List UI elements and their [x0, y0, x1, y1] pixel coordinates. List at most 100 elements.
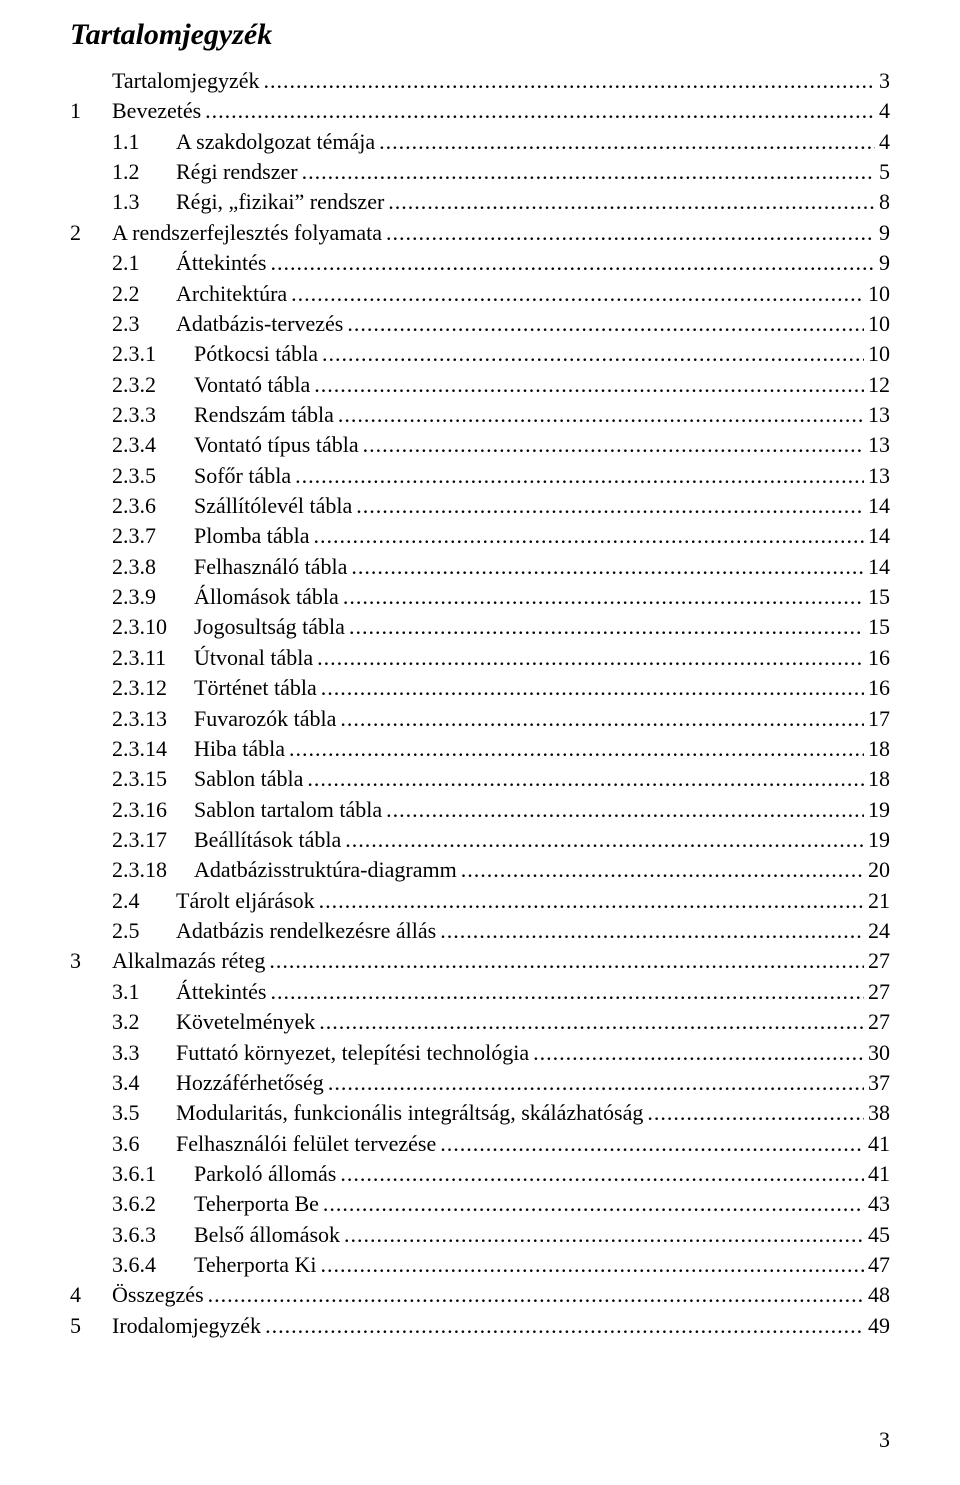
toc-leader-dots: [265, 1311, 864, 1341]
toc-entry: 5Irodalomjegyzék49: [70, 1311, 890, 1341]
toc-entry: 3.4Hozzáférhetőség37: [70, 1068, 890, 1098]
toc-entry: 2A rendszerfejlesztés folyamata9: [70, 218, 890, 248]
toc-entry-page: 12: [868, 370, 890, 400]
toc-entry-label: 2.3.14Hiba tábla: [112, 734, 285, 764]
toc-entry-label: 1.2Régi rendszer: [112, 157, 298, 187]
toc-entry-page: 4: [879, 127, 890, 157]
toc-entry-text: Alkalmazás réteg: [112, 948, 265, 973]
toc-entry-page: 21: [868, 886, 890, 916]
toc-leader-dots: [302, 157, 875, 187]
toc-entry: 2.3.15Sablon tábla18: [70, 764, 890, 794]
toc-entry-number: 2.2: [112, 279, 176, 309]
toc-entry-number: 3.6.3: [112, 1220, 194, 1250]
toc-leader-dots: [307, 764, 864, 794]
toc-entry-text: Plomba tábla: [194, 523, 309, 548]
toc-entry-number: 2.3.18: [112, 855, 194, 885]
toc-entry-label: 2.3.9Állomások tábla: [112, 582, 339, 612]
toc-entry-page: 48: [868, 1280, 890, 1310]
toc-leader-dots: [328, 1068, 864, 1098]
toc-entry-number: 3.6.2: [112, 1189, 194, 1219]
toc-entry-page: 19: [868, 795, 890, 825]
toc-entry-number: 2.3.8: [112, 552, 194, 582]
toc-leader-dots: [323, 1189, 864, 1219]
toc-entry-number: 2.3.13: [112, 704, 194, 734]
toc-entry-page: 13: [868, 400, 890, 430]
toc-entry-label: 2.3.4Vontató típus tábla: [112, 430, 359, 460]
toc-entry-text: Régi rendszer: [176, 159, 298, 184]
toc-entry-page: 20: [868, 855, 890, 885]
toc-entry-page: 19: [868, 825, 890, 855]
toc-entry-label: 2.3.15Sablon tábla: [112, 764, 303, 794]
toc-entry-number: 5: [70, 1311, 112, 1341]
toc-entry-label: 3.6.1Parkoló állomás: [112, 1159, 336, 1189]
toc-entry-text: A szakdolgozat témája: [176, 129, 375, 154]
toc-entry: 3.3Futtató környezet, telepítési technol…: [70, 1038, 890, 1068]
toc-entry-number: 2.1: [112, 248, 176, 278]
toc-entry: 3.6.4Teherporta Ki47: [70, 1250, 890, 1280]
toc-leader-dots: [363, 430, 864, 460]
toc-leader-dots: [319, 1007, 864, 1037]
toc-entry-page: 9: [879, 218, 890, 248]
toc-leader-dots: [291, 279, 864, 309]
toc-entry-page: 3: [879, 66, 890, 96]
toc-leader-dots: [289, 734, 864, 764]
toc-entry-number: 2.3.12: [112, 673, 194, 703]
toc-entry-page: 16: [868, 673, 890, 703]
toc-leader-dots: [440, 916, 864, 946]
toc-entry: 2.3.7Plomba tábla14: [70, 521, 890, 551]
toc-entry-page: 27: [868, 977, 890, 1007]
toc-entry-label: 2.3.5Sofőr tábla: [112, 461, 291, 491]
toc-leader-dots: [208, 1280, 864, 1310]
toc-entry-label: 3.3Futtató környezet, telepítési technol…: [112, 1038, 529, 1068]
toc-entry: 2.3.6Szállítólevél tábla14: [70, 491, 890, 521]
toc-leader-dots: [338, 400, 864, 430]
toc-entry-text: Pótkocsi tábla: [194, 341, 318, 366]
toc-entry-label: 2.1Áttekintés: [112, 248, 266, 278]
toc-entry-label: 4Összegzés: [70, 1280, 204, 1310]
toc-entry-label: 3.6.4Teherporta Ki: [112, 1250, 316, 1280]
toc-entry-number: 2.3.5: [112, 461, 194, 491]
toc-entry-page: 17: [868, 704, 890, 734]
toc-entry-label: 3.6Felhasználói felület tervezése: [112, 1129, 436, 1159]
toc-entry-text: Fuvarozók tábla: [194, 706, 336, 731]
toc-entry-text: Tartalomjegyzék: [112, 68, 260, 93]
toc-entry-label: 2.3.2Vontató tábla: [112, 370, 310, 400]
toc-entry-text: Állomások tábla: [194, 584, 339, 609]
toc-leader-dots: [356, 491, 864, 521]
toc-entry-page: 27: [868, 946, 890, 976]
toc-entry: 2.5Adatbázis rendelkezésre állás 24: [70, 916, 890, 946]
toc-entry-label: 2.3.6Szállítólevél tábla: [112, 491, 352, 521]
toc-entry-label: 2.3.3Rendszám tábla: [112, 400, 334, 430]
toc-entry-label: 2.5Adatbázis rendelkezésre állás: [112, 916, 436, 946]
toc-entry-text: Összegzés: [112, 1282, 204, 1307]
toc-entry: 2.3.8Felhasználó tábla14: [70, 552, 890, 582]
toc-entry-page: 24: [868, 916, 890, 946]
toc-entry-number: 2.3.17: [112, 825, 194, 855]
toc-entry-number: 1: [70, 96, 112, 126]
toc-entry: 2.3.11Útvonal tábla16: [70, 643, 890, 673]
toc-entry: 3.6.2Teherporta Be43: [70, 1189, 890, 1219]
toc-entry: 2.3.4Vontató típus tábla13: [70, 430, 890, 460]
toc-entry: 1.1A szakdolgozat témája4: [70, 127, 890, 157]
toc-leader-dots: [345, 825, 864, 855]
toc-entry: 2.3.18Adatbázisstruktúra-diagramm20: [70, 855, 890, 885]
toc-entry-page: 27: [868, 1007, 890, 1037]
toc-entry-label: 3.6.3Belső állomások: [112, 1220, 340, 1250]
toc-entry-number: 2.3.16: [112, 795, 194, 825]
toc-entry: 3.1Áttekintés27: [70, 977, 890, 1007]
toc-entry-text: Teherporta Be: [194, 1191, 319, 1216]
toc-leader-dots: [347, 309, 864, 339]
toc-entry-number: 3: [70, 946, 112, 976]
toc-leader-dots: [295, 461, 864, 491]
toc-entry: 2.2Architektúra10: [70, 279, 890, 309]
toc-entry-page: 13: [868, 461, 890, 491]
toc-entry-text: Sablon tábla: [194, 766, 303, 791]
toc-entry-page: 14: [868, 521, 890, 551]
toc-entry-number: 2.3.15: [112, 764, 194, 794]
toc-entry-label: 2.2Architektúra: [112, 279, 287, 309]
toc-entry-text: Vontató tábla: [194, 372, 310, 397]
toc-entry-number: 2.3.9: [112, 582, 194, 612]
toc-entry-page: 5: [879, 157, 890, 187]
toc-entry-label: 2.4Tárolt eljárások: [112, 886, 315, 916]
toc-entry-text: Tárolt eljárások: [176, 888, 315, 913]
